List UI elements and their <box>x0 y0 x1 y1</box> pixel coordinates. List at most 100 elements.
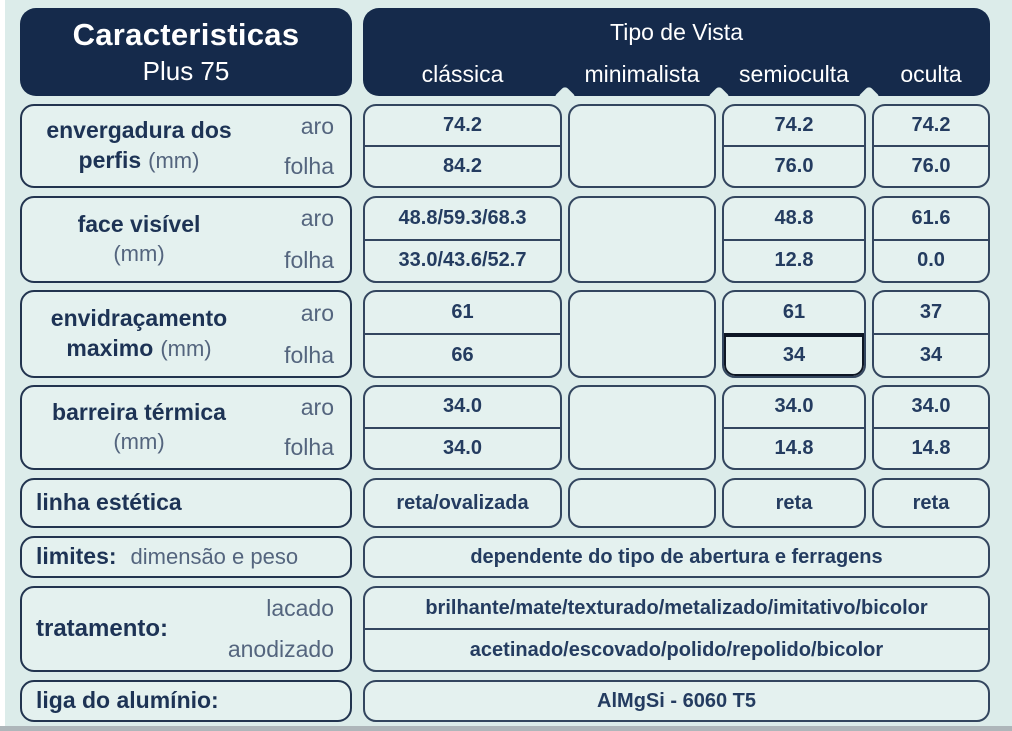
value-envergadura-oculta-aro: 74.2 <box>874 106 988 147</box>
value-linha-classica: reta/ovalizada <box>363 478 562 528</box>
row-label-text: barreira térmica (mm) <box>36 398 242 456</box>
cell-barreira-oculta: 34.0 14.8 <box>872 385 990 470</box>
label-unit: (mm) <box>148 148 200 173</box>
row-label-text: envergadura dos perfis (mm) <box>36 116 242 176</box>
row-sublabels: aro folha <box>242 292 334 376</box>
view-type-title: Tipo de Vista <box>610 19 743 45</box>
row-label-linha-estetica: linha estética <box>20 478 352 528</box>
cell-envidracamento-oculta: 37 34 <box>872 290 990 378</box>
row-envidracamento: envidraçamento maximo (mm) aro folha 61 6… <box>20 290 990 378</box>
value-envidracamento-oculta-folha: 34 <box>919 344 943 366</box>
cell-face-semioculta: 48.8 12.8 <box>722 196 866 283</box>
cell-envidracamento-minimalista <box>568 290 716 378</box>
label-detail: dimensão e peso <box>130 544 299 570</box>
label-line2: maximo <box>66 335 154 361</box>
row-limites: limites: dimensão e peso dependente do t… <box>20 536 990 578</box>
row-label-text: liga do alumínio: <box>36 686 334 716</box>
spec-table: Caracteristicas Plus 75 Tipo de Vista cl… <box>20 8 990 722</box>
value-envergadura-semioculta-aro: 74.2 <box>724 106 864 147</box>
row-liga: liga do alumínio: AlMgSi - 6060 T5 <box>20 680 990 722</box>
column-header-semioculta: semioculta <box>739 61 849 87</box>
header-row: Caracteristicas Plus 75 Tipo de Vista cl… <box>20 8 990 96</box>
label-line1: limites: <box>36 543 117 570</box>
label-line2: perfis <box>78 147 142 173</box>
value-face-semioculta-folha: 12.8 <box>774 249 814 272</box>
sublabel-aro: aro <box>300 205 334 232</box>
value-linha-semioculta: reta <box>722 478 866 528</box>
value-tratamento-anodizado: acetinado/escovado/polido/repolido/bicol… <box>469 638 884 661</box>
page-title: Caracteristicas <box>72 17 300 52</box>
cell-barreira-classica: 34.0 34.0 <box>363 385 562 470</box>
label-unit: (mm) <box>113 429 165 455</box>
row-tratamento: tratamento: lacado anodizado brilhante/m… <box>20 586 990 672</box>
cell-envergadura-classica: 74.2 84.2 <box>363 104 562 188</box>
value-envergadura-semioculta-folha: 76.0 <box>774 155 814 177</box>
value-face-semioculta-aro: 48.8 <box>724 198 864 241</box>
value-envidracamento-classica-aro: 61 <box>365 292 560 335</box>
cell-barreira-minimalista <box>568 385 716 470</box>
sublabel-aro: aro <box>300 299 334 326</box>
product-name: Plus 75 <box>142 56 230 86</box>
cell-envidracamento-classica: 61 66 <box>363 290 562 378</box>
page-bottom-edge <box>0 726 1012 731</box>
value-barreira-semioculta-aro: 34.0 <box>724 387 864 429</box>
view-type-header: Tipo de Vista clássica minimalista semio… <box>363 8 990 96</box>
row-label-barreira: barreira térmica (mm) aro folha <box>20 385 352 470</box>
sublabel-folha: folha <box>284 341 334 368</box>
value-envergadura-oculta-folha: 76.0 <box>911 155 951 177</box>
value-liga: AlMgSi - 6060 T5 <box>363 680 990 722</box>
characteristics-header: Caracteristicas Plus 75 <box>20 8 352 96</box>
row-label-text: envidraçamento maximo (mm) <box>36 304 242 364</box>
row-face-visivel: face visível (mm) aro folha 48.8/59.3/68… <box>20 196 990 283</box>
cell-face-oculta: 61.6 0.0 <box>872 196 990 283</box>
label-line1: tratamento: <box>36 615 169 643</box>
value-barreira-oculta-folha: 14.8 <box>911 436 951 459</box>
label-line1: envidraçamento <box>50 305 228 332</box>
value-envidracamento-semioculta-folha: 34 <box>724 335 864 376</box>
page-left-edge <box>0 0 5 731</box>
row-sublabels: aro folha <box>242 387 334 468</box>
row-label-text: limites: dimensão e peso <box>36 542 334 572</box>
row-envergadura: envergadura dos perfis (mm) aro folha 74.… <box>20 104 990 188</box>
cell-face-classica: 48.8/59.3/68.3 33.0/43.6/52.7 <box>363 196 562 283</box>
row-label-text: tratamento: <box>36 613 218 644</box>
value-barreira-classica-aro: 34.0 <box>365 387 560 429</box>
label-line1: linha estética <box>36 489 182 516</box>
row-label-text: face visível (mm) <box>36 210 242 268</box>
value-limites: dependente do tipo de abertura e ferrage… <box>363 536 990 578</box>
value-envergadura-classica-aro: 74.2 <box>365 106 560 147</box>
sublabel-folha: folha <box>284 246 334 273</box>
label-unit: (mm) <box>113 241 165 267</box>
cell-tratamento: brilhante/mate/texturado/metalizado/imit… <box>363 586 990 672</box>
sublabel-aro: aro <box>300 393 334 420</box>
row-barreira: barreira térmica (mm) aro folha 34.0 34.… <box>20 385 990 470</box>
cell-linha-minimalista <box>568 478 716 528</box>
value-barreira-oculta-aro: 34.0 <box>874 387 988 429</box>
value-barreira-classica-folha: 34.0 <box>443 436 482 459</box>
label-line1: face visível <box>77 211 201 238</box>
value-face-oculta-folha: 0.0 <box>917 249 945 272</box>
label-line1: envergadura dos <box>46 117 232 144</box>
label-line1: liga do alumínio: <box>36 687 219 714</box>
row-label-face-visivel: face visível (mm) aro folha <box>20 196 352 283</box>
sublabel-folha: folha <box>284 152 334 179</box>
row-label-text: linha estética <box>36 488 334 518</box>
row-label-tratamento: tratamento: lacado anodizado <box>20 586 352 672</box>
sublabel-anodizado: anodizado <box>227 636 334 662</box>
sublabel-aro: aro <box>300 112 334 139</box>
row-label-liga: liga do alumínio: <box>20 680 352 722</box>
cell-envidracamento-semioculta: 61 34 <box>722 290 866 378</box>
value-tratamento-lacado: brilhante/mate/texturado/metalizado/imit… <box>365 588 988 630</box>
column-header-minimalista: minimalista <box>584 61 700 87</box>
label-unit: (mm) <box>160 336 212 361</box>
row-sublabels: aro folha <box>242 198 334 281</box>
value-linha-oculta: reta <box>872 478 990 528</box>
cell-envergadura-minimalista <box>568 104 716 188</box>
value-envergadura-classica-folha: 84.2 <box>443 155 482 177</box>
label-line1: barreira térmica <box>52 399 226 426</box>
row-label-envidracamento: envidraçamento maximo (mm) aro folha <box>20 290 352 378</box>
column-header-oculta: oculta <box>900 61 962 87</box>
cell-barreira-semioculta: 34.0 14.8 <box>722 385 866 470</box>
row-label-envergadura: envergadura dos perfis (mm) aro folha <box>20 104 352 188</box>
